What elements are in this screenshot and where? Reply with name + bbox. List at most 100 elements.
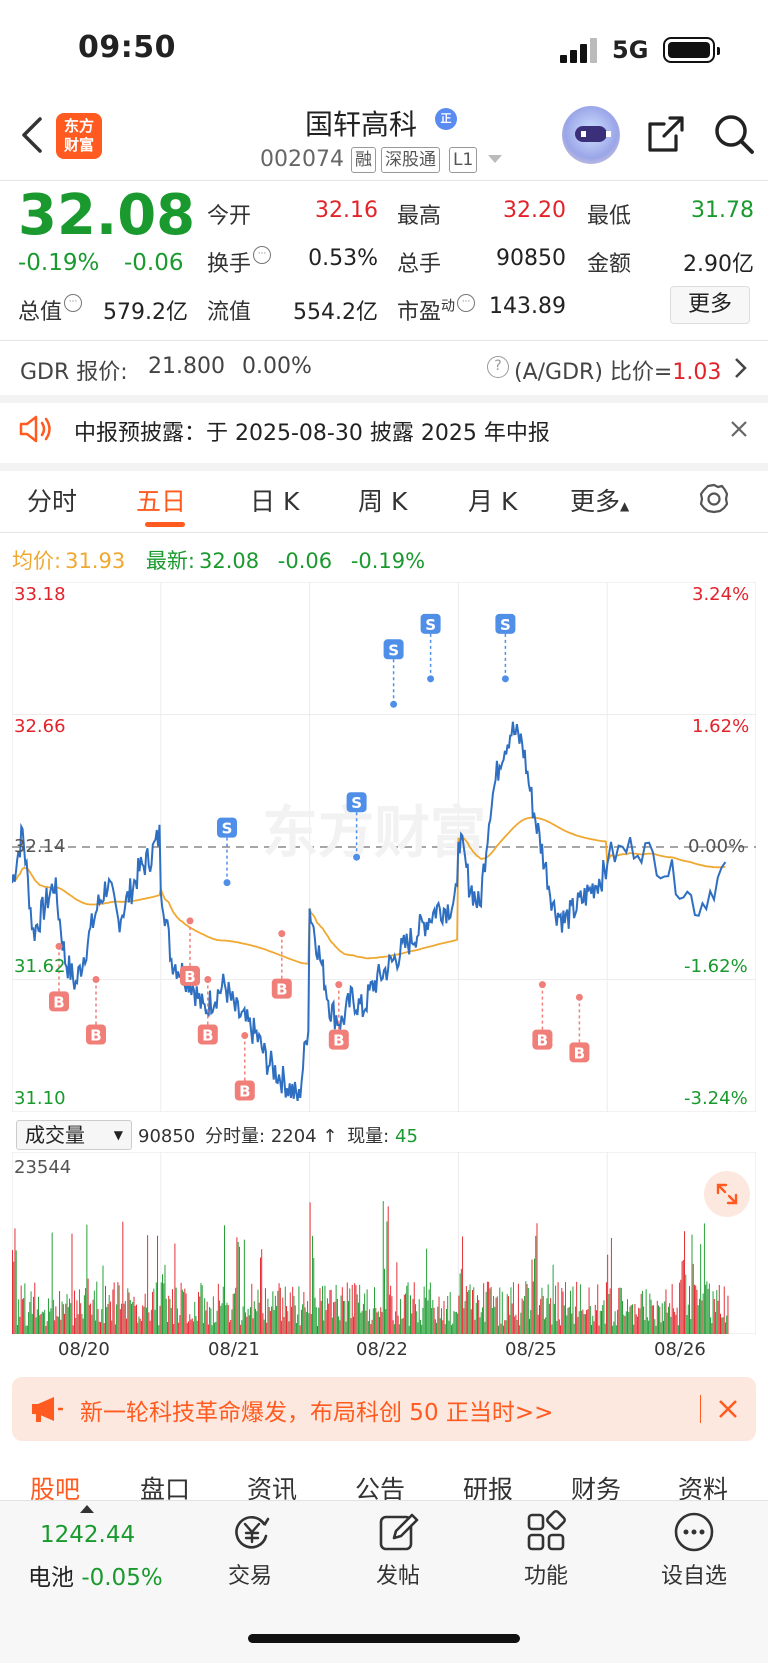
dock-trade-label[interactable]: 交易 [227, 1564, 272, 1589]
tab-more[interactable]: 更多▲ [570, 487, 630, 516]
volume-indicator-select[interactable]: 成交量 ▼ [16, 1120, 132, 1150]
volume-bar [539, 1305, 540, 1334]
float-value: 554.2亿 [293, 300, 378, 325]
volume-bar [712, 1291, 714, 1334]
share-icon[interactable] [646, 114, 686, 154]
low-value: 31.78 [691, 198, 754, 223]
volume-bar [675, 1314, 677, 1334]
volume-bar [214, 1322, 216, 1334]
volume-bar [83, 1295, 85, 1334]
volume-bar [481, 1307, 483, 1334]
tab-intraday[interactable]: 分时 [27, 487, 78, 516]
dock-watchlist-label[interactable]: 设自选 [660, 1564, 727, 1589]
notice-text[interactable]: 中报预披露：于 2025-08-30 披露 2025 年中报 [74, 421, 550, 446]
dropdown-icon[interactable] [488, 155, 502, 165]
dock-post-label[interactable]: 发帖 [375, 1564, 420, 1589]
trade-yen-icon[interactable] [230, 1510, 274, 1554]
help-icon[interactable]: ? [487, 356, 509, 378]
volume-bar [573, 1323, 575, 1334]
chart-legend: 均价: 31.93 最新: 32.08 -0.06 -0.19% [12, 545, 425, 575]
volume-chart[interactable] [12, 1152, 756, 1334]
volume-bar [88, 1304, 90, 1334]
volume-bar [710, 1317, 712, 1334]
volume-bar [685, 1274, 687, 1334]
volume-bar [55, 1306, 57, 1334]
tab-monthly-k[interactable]: 月 K [468, 487, 518, 516]
index-value[interactable]: 1242.44 [40, 1522, 136, 1548]
volume-bar [583, 1314, 585, 1334]
volume-bar [413, 1282, 415, 1334]
tab-profile[interactable]: 资料 [678, 1475, 729, 1500]
volume-bar [457, 1313, 459, 1334]
tab-guba[interactable]: 股吧 [30, 1475, 81, 1500]
volume-bar [525, 1281, 527, 1334]
volume-bar [706, 1281, 708, 1334]
info-icon[interactable]: ··· [64, 294, 83, 312]
volume-bar [462, 1236, 464, 1334]
trade-marker-label: S [388, 641, 399, 659]
tab-daily-k[interactable]: 日 K [250, 487, 300, 516]
volume-bar [622, 1300, 624, 1334]
search-icon[interactable] [712, 112, 756, 156]
volume-bar [348, 1301, 349, 1334]
volume-bar [229, 1322, 230, 1334]
volume-bar [634, 1303, 636, 1334]
volume-bar [618, 1287, 620, 1334]
tab-five-day[interactable]: 五日 [136, 487, 187, 516]
edit-post-icon[interactable] [376, 1510, 420, 1554]
five-day-price-chart[interactable]: 东方财富 B B B B B B S S S S S B B B [12, 582, 756, 1112]
promo-banner[interactable]: 新一轮科技革命爆发，布局科创 50 正当时>> [12, 1377, 756, 1441]
more-dots-icon[interactable] [672, 1510, 716, 1554]
close-icon[interactable] [730, 420, 748, 438]
info-icon[interactable]: ··· [457, 294, 476, 312]
volume-bar [232, 1293, 234, 1334]
promo-text[interactable]: 新一轮科技革命爆发，布局科创 50 正当时>> [80, 1400, 554, 1426]
sell-marker [383, 639, 404, 660]
volume-bar [46, 1321, 48, 1334]
volume-bar [263, 1319, 265, 1334]
settings-gear-icon[interactable] [697, 482, 731, 516]
volume-bar [384, 1268, 385, 1334]
grid-apps-icon[interactable] [524, 1510, 568, 1554]
back-icon[interactable] [18, 115, 48, 155]
index-info[interactable]: 电池 -0.05% [28, 1558, 163, 1592]
robot-assistant-icon[interactable] [562, 106, 620, 164]
tab-research[interactable]: 研报 [463, 1475, 514, 1500]
volume-bar [388, 1294, 390, 1334]
volume-bar [356, 1294, 358, 1334]
volume-bar [713, 1299, 715, 1334]
volume-bar [625, 1311, 627, 1334]
volume-bar [524, 1295, 526, 1334]
tab-news[interactable]: 资讯 [247, 1475, 298, 1500]
volume-bar [96, 1281, 98, 1334]
volume-bar [281, 1320, 283, 1334]
volume-bar [515, 1314, 517, 1334]
volume-bar [596, 1310, 597, 1334]
volume-bar [69, 1298, 70, 1334]
volume-bar [261, 1249, 263, 1334]
more-quote-button[interactable]: 更多 [670, 286, 750, 324]
volume-bar [479, 1317, 481, 1334]
volume-bar [13, 1261, 15, 1334]
volume-bar [418, 1299, 420, 1334]
expand-icon[interactable] [704, 1171, 750, 1217]
volume-bar [591, 1324, 593, 1334]
volume-bar [57, 1316, 59, 1334]
close-icon[interactable] [718, 1399, 738, 1419]
volume-bar [505, 1320, 507, 1334]
dock-func-label[interactable]: 功能 [523, 1564, 568, 1589]
tab-pankou[interactable]: 盘口 [140, 1475, 191, 1500]
volume-bar [108, 1294, 110, 1334]
chevron-right-icon[interactable] [733, 357, 747, 379]
volume-bar [52, 1299, 54, 1334]
volume-bar [367, 1321, 369, 1334]
volume-bar [721, 1317, 723, 1334]
volume-bar [325, 1310, 327, 1334]
trade-marker-label: B [537, 1032, 548, 1050]
trade-marker-dot [278, 930, 286, 938]
tab-weekly-k[interactable]: 周 K [358, 487, 408, 516]
tab-finance[interactable]: 财务 [571, 1475, 622, 1500]
tab-announcements[interactable]: 公告 [355, 1475, 406, 1500]
volume-bar [415, 1304, 416, 1334]
info-icon[interactable]: ··· [253, 246, 272, 264]
